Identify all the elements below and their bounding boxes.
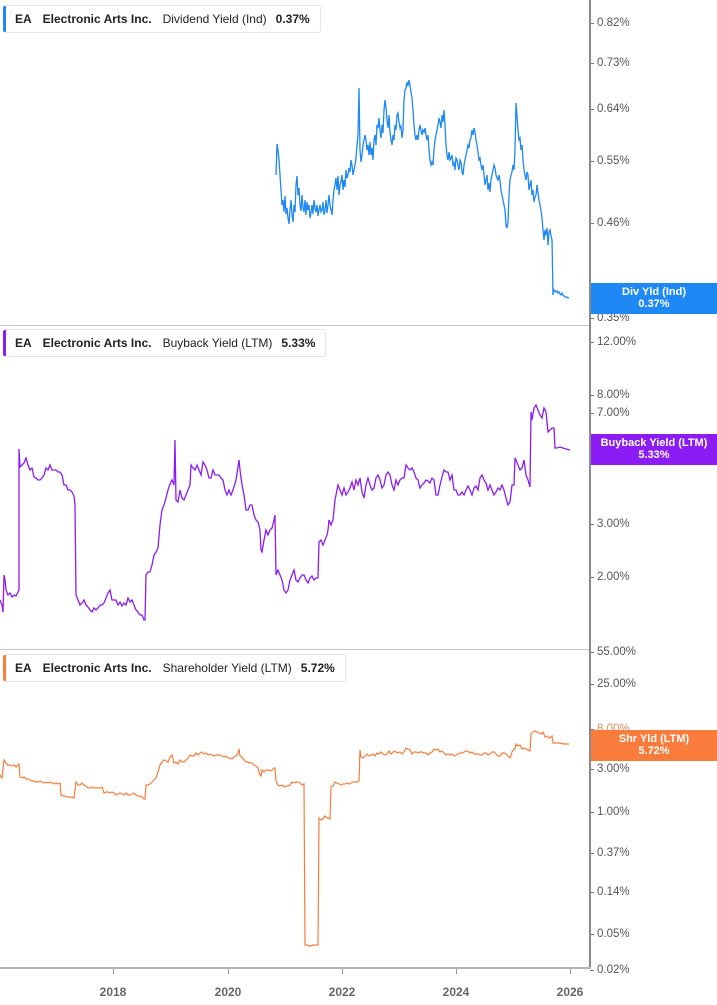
panel-divider	[0, 649, 590, 650]
y-axis-line	[589, 0, 591, 969]
last-value-tag: Buyback Yield (LTM) 5.33%	[591, 434, 717, 465]
last-value-tag-label: Div Yld (Ind)	[622, 286, 686, 298]
x-tick-label: 2022	[328, 985, 356, 999]
shareholder-yield-legend: EA Electronic Arts Inc. Shareholder Yiel…	[3, 654, 346, 682]
y-tick: 0.14%	[590, 886, 630, 898]
company-name: Electronic Arts Inc.	[42, 336, 152, 350]
last-value-tag: Shr Yld (LTM) 5.72%	[591, 730, 717, 761]
metric-name: Shareholder Yield (LTM)	[162, 661, 292, 675]
ticker: EA	[15, 12, 32, 26]
y-tick: 0.35%	[590, 312, 630, 324]
y-tick: 0.82%	[590, 17, 630, 29]
last-value-tag-label: Shr Yld (LTM)	[618, 733, 690, 745]
series-color-swatch	[3, 6, 6, 32]
y-tick: 0.55%	[590, 155, 630, 167]
shareholder-yield-panel: EA Electronic Arts Inc. Shareholder Yiel…	[0, 646, 717, 976]
last-value-tag-label: Buyback Yield (LTM)	[600, 437, 708, 449]
y-tick: 0.46%	[590, 217, 630, 229]
y-tick: 3.00%	[590, 763, 630, 775]
y-tick: 0.73%	[590, 57, 630, 69]
metric-value: 0.37%	[275, 12, 310, 26]
ticker: EA	[15, 661, 32, 675]
y-tick: 0.64%	[590, 103, 630, 115]
y-tick: 7.00%	[590, 407, 630, 419]
buyback-yield-legend: EA Electronic Arts Inc. Buyback Yield (L…	[3, 329, 327, 357]
y-tick: 0.37%	[590, 847, 630, 859]
series-color-swatch	[3, 330, 6, 356]
dividend-yield-legend: EA Electronic Arts Inc. Dividend Yield (…	[3, 5, 321, 33]
x-tick-label: 2020	[214, 985, 242, 999]
y-tick: 25.00%	[589, 678, 637, 690]
x-tick-label: 2024	[442, 985, 470, 999]
metric-value: 5.72%	[300, 661, 335, 675]
y-tick: 0.05%	[590, 928, 630, 940]
x-tick-label: 2018	[99, 985, 127, 999]
y-tick: 8.00%	[590, 389, 630, 401]
last-value-tag: Div Yld (Ind) 0.37%	[591, 283, 717, 314]
ticker: EA	[15, 336, 32, 350]
buyback-yield-line-chart[interactable]	[0, 325, 590, 649]
buyback-yield-panel: EA Electronic Arts Inc. Buyback Yield (L…	[0, 325, 717, 649]
y-tick: 2.00%	[590, 571, 630, 583]
last-value-tag-value: 0.37%	[638, 298, 670, 310]
dividend-yield-line-chart[interactable]	[0, 0, 590, 325]
x-tick-mark	[113, 969, 114, 974]
x-tick-label: 2026	[556, 985, 584, 999]
company-name: Electronic Arts Inc.	[42, 12, 152, 26]
metric-name: Dividend Yield (Ind)	[162, 12, 267, 26]
y-tick: 1.00%	[590, 806, 630, 818]
last-value-tag-value: 5.33%	[638, 449, 670, 461]
metric-value: 5.33%	[281, 336, 316, 350]
y-tick: 3.00%	[590, 518, 630, 530]
x-tick-mark	[342, 969, 343, 974]
x-axis-line	[0, 967, 591, 969]
x-tick-mark	[570, 969, 571, 974]
y-tick: 0.02%	[590, 964, 630, 976]
x-tick-mark	[228, 969, 229, 974]
panel-divider	[0, 325, 590, 326]
series-color-swatch	[3, 655, 6, 681]
x-tick-mark	[456, 969, 457, 974]
y-tick: 55.00%	[589, 646, 637, 658]
company-name: Electronic Arts Inc.	[42, 661, 152, 675]
y-tick: 12.00%	[589, 336, 637, 348]
metric-name: Buyback Yield (LTM)	[162, 336, 273, 350]
shareholder-yield-line-chart[interactable]	[0, 649, 590, 969]
last-value-tag-value: 5.72%	[638, 745, 670, 757]
dividend-yield-panel: EA Electronic Arts Inc. Dividend Yield (…	[0, 0, 717, 325]
